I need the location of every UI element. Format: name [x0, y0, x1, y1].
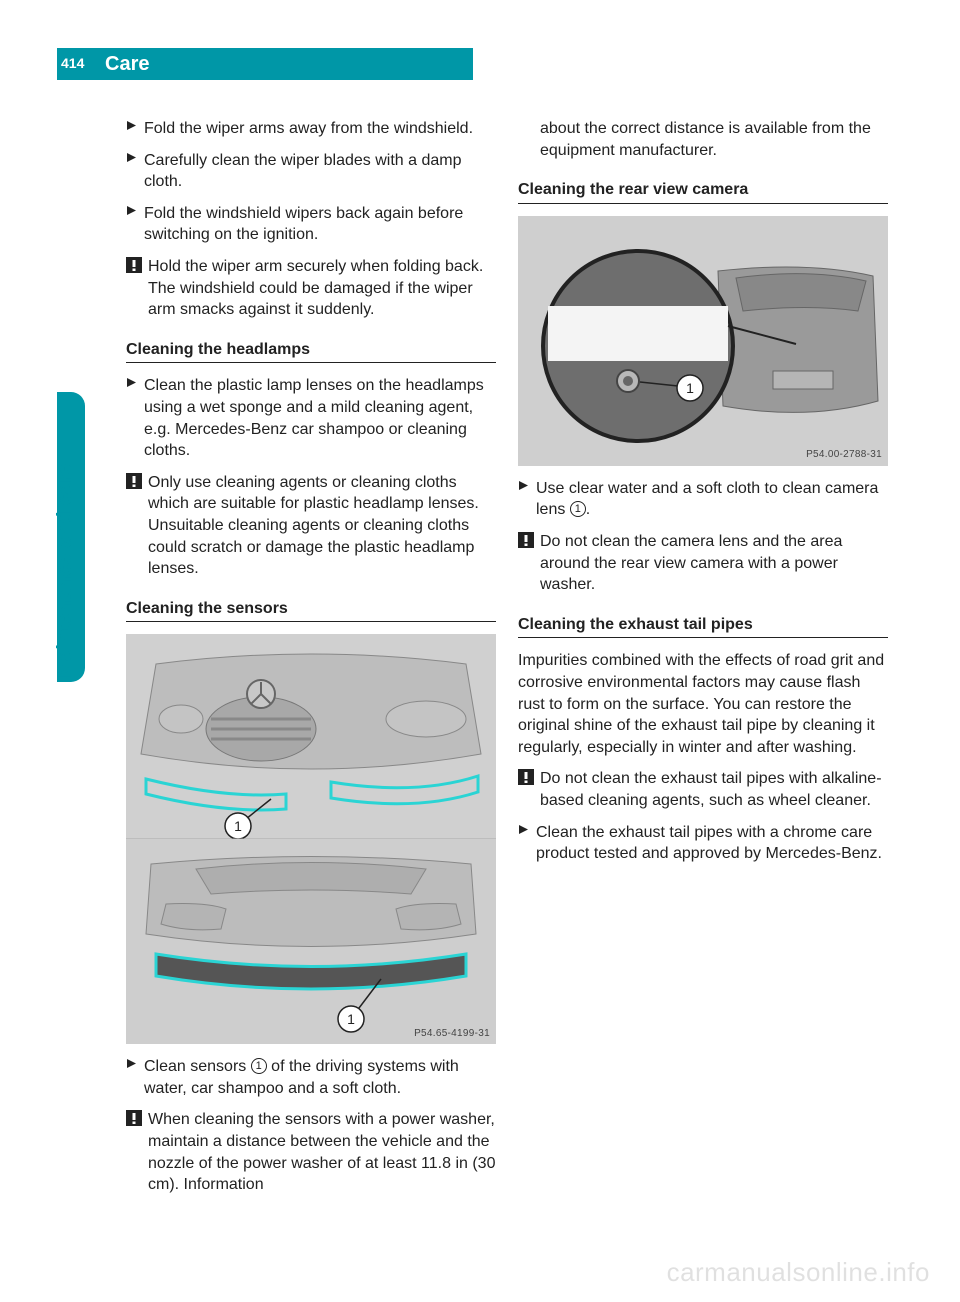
watermark: carmanualsonline.info [667, 1255, 930, 1290]
caution-item: When cleaning the sensors with a power w… [126, 1109, 496, 1195]
caution-text: When cleaning the sensors with a power w… [148, 1109, 496, 1195]
exhaust-intro: Impurities combined with the effects of … [518, 650, 888, 758]
step-text: Clean sensors 1 of the driving systems w… [144, 1056, 496, 1099]
caution-text: Do not clean the camera lens and the are… [540, 531, 888, 596]
step-text: Fold the wiper arms away from the windsh… [144, 118, 496, 140]
triangle-icon [126, 1056, 144, 1099]
caution-icon [126, 472, 148, 580]
section-rule [518, 203, 888, 204]
figure-caption: P54.00-2788-31 [806, 448, 882, 462]
step-item: Clean sensors 1 of the driving systems w… [126, 1056, 496, 1099]
figure-caption: P54.65-4199-31 [414, 1027, 490, 1041]
figure-sensors: 1 1 P54.65-4199-31 [126, 634, 496, 1044]
circled-one-icon: 1 [251, 1058, 267, 1074]
svg-text:1: 1 [686, 380, 694, 396]
caution-icon [518, 531, 540, 596]
side-tab-label: Maintenance and care [52, 396, 79, 678]
step-item: Clean the plastic lamp lenses on the hea… [126, 375, 496, 461]
caution-item: Only use cleaning agents or cleaning clo… [126, 472, 496, 580]
figure-rear-camera: 1 P54.00-2788-31 [518, 216, 888, 466]
caution-item: Hold the wiper arm securely when folding… [126, 256, 496, 321]
figure-sensors-svg: 1 1 [126, 634, 496, 1044]
step-text: Use clear water and a soft cloth to clea… [536, 478, 888, 521]
triangle-icon [126, 150, 144, 193]
header-bar: 414 Care [57, 48, 473, 80]
section-heading-exhaust: Cleaning the exhaust tail pipes [518, 614, 888, 636]
step-item: Fold the wiper arms away from the windsh… [126, 118, 496, 140]
section-rule [126, 621, 496, 622]
caution-icon [126, 256, 148, 321]
step-item: Fold the windshield wipers back again be… [126, 203, 496, 246]
manual-page: 414 Care Maintenance and care Fold the w… [0, 0, 960, 1302]
step-text-pre: Clean sensors [144, 1058, 251, 1075]
step-item: Clean the exhaust tail pipes with a chro… [518, 822, 888, 865]
triangle-icon [518, 822, 536, 865]
caution-icon [126, 1109, 148, 1195]
section-rule [518, 637, 888, 638]
chapter-title: Care [105, 51, 149, 78]
continuation-text: about the correct distance is available … [518, 118, 888, 161]
caution-icon [518, 768, 540, 811]
step-text: Carefully clean the wiper blades with a … [144, 150, 496, 193]
figure-rear-camera-svg: 1 [518, 216, 888, 466]
section-heading-rear-camera: Cleaning the rear view camera [518, 179, 888, 201]
caution-text: Only use cleaning agents or cleaning clo… [148, 472, 496, 580]
step-item: Use clear water and a soft cloth to clea… [518, 478, 888, 521]
circled-one-icon: 1 [570, 501, 586, 517]
caution-text: Do not clean the exhaust tail pipes with… [540, 768, 888, 811]
triangle-icon [126, 203, 144, 246]
step-item: Carefully clean the wiper blades with a … [126, 150, 496, 193]
svg-text:1: 1 [234, 818, 242, 834]
section-heading-headlamps: Cleaning the headlamps [126, 339, 496, 361]
section-rule [126, 362, 496, 363]
right-column: about the correct distance is available … [518, 118, 888, 875]
step-text: Clean the plastic lamp lenses on the hea… [144, 375, 496, 461]
caution-item: Do not clean the exhaust tail pipes with… [518, 768, 888, 811]
step-text: Fold the windshield wipers back again be… [144, 203, 496, 246]
triangle-icon [518, 478, 536, 521]
step-text: Clean the exhaust tail pipes with a chro… [536, 822, 888, 865]
left-column: Fold the wiper arms away from the windsh… [126, 118, 496, 1206]
svg-text:1: 1 [347, 1011, 355, 1027]
triangle-icon [126, 118, 144, 140]
side-tab-label-wrap: Maintenance and care [52, 114, 79, 396]
step-text-post: . [586, 501, 590, 518]
caution-text: Hold the wiper arm securely when folding… [148, 256, 496, 321]
page-number: 414 [61, 54, 84, 73]
section-heading-sensors: Cleaning the sensors [126, 598, 496, 620]
triangle-icon [126, 375, 144, 461]
caution-item: Do not clean the camera lens and the are… [518, 531, 888, 596]
